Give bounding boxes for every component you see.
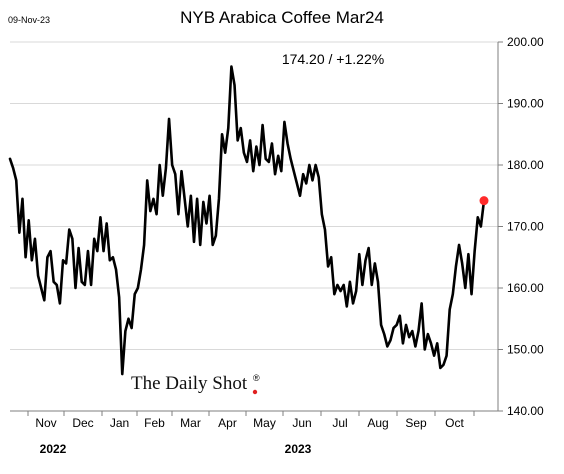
x-tick-label: Jun: [292, 416, 311, 430]
y-axis: 140.00 150.00 160.00 170.00 180.00 190.00 200.…: [497, 35, 544, 418]
x-tick-label: Mar: [180, 416, 201, 430]
x-tick-label: Jul: [332, 416, 347, 430]
x-tick-label: May: [253, 416, 276, 430]
chart-title: NYB Arabica Coffee Mar24: [180, 8, 384, 27]
y-tick-label: 140.00: [507, 404, 544, 418]
x-axis: Nov Dec Jan Feb Mar Apr May Jun Jul Aug Sep Oct 2022…: [10, 410, 498, 456]
y-tick-label: 180.00: [507, 158, 544, 172]
x-tick-label: Nov: [35, 416, 56, 430]
price-change-annotation: 174.20 / +1.22%: [282, 51, 384, 67]
y-tick-label: 150.00: [507, 343, 544, 357]
date-label: 09-Nov-23: [8, 15, 50, 25]
last-price-point: [479, 196, 489, 206]
brand-logo: The Daily Shot ®: [131, 373, 260, 395]
x-tick-label: Apr: [218, 416, 237, 430]
brand-registered-mark: ®: [253, 373, 260, 383]
y-tick-label: 200.00: [507, 35, 544, 49]
brand-text: The Daily Shot: [131, 373, 248, 394]
y-tick-label: 190.00: [507, 97, 544, 111]
y-tick-label: 170.00: [507, 220, 544, 234]
x-tick-label: Aug: [367, 416, 388, 430]
x-tick-label: Jan: [110, 416, 129, 430]
year-label: 2023: [285, 442, 312, 456]
x-tick-label: Sep: [405, 416, 427, 430]
price-line: [8, 65, 486, 376]
x-tick-label: Dec: [72, 416, 93, 430]
brand-dot: [252, 389, 258, 395]
x-tick-label: Oct: [445, 416, 464, 430]
series-layer: [8, 65, 489, 376]
y-tick-label: 160.00: [507, 281, 544, 295]
year-label: 2022: [40, 442, 67, 456]
x-tick-label: Feb: [144, 416, 165, 430]
